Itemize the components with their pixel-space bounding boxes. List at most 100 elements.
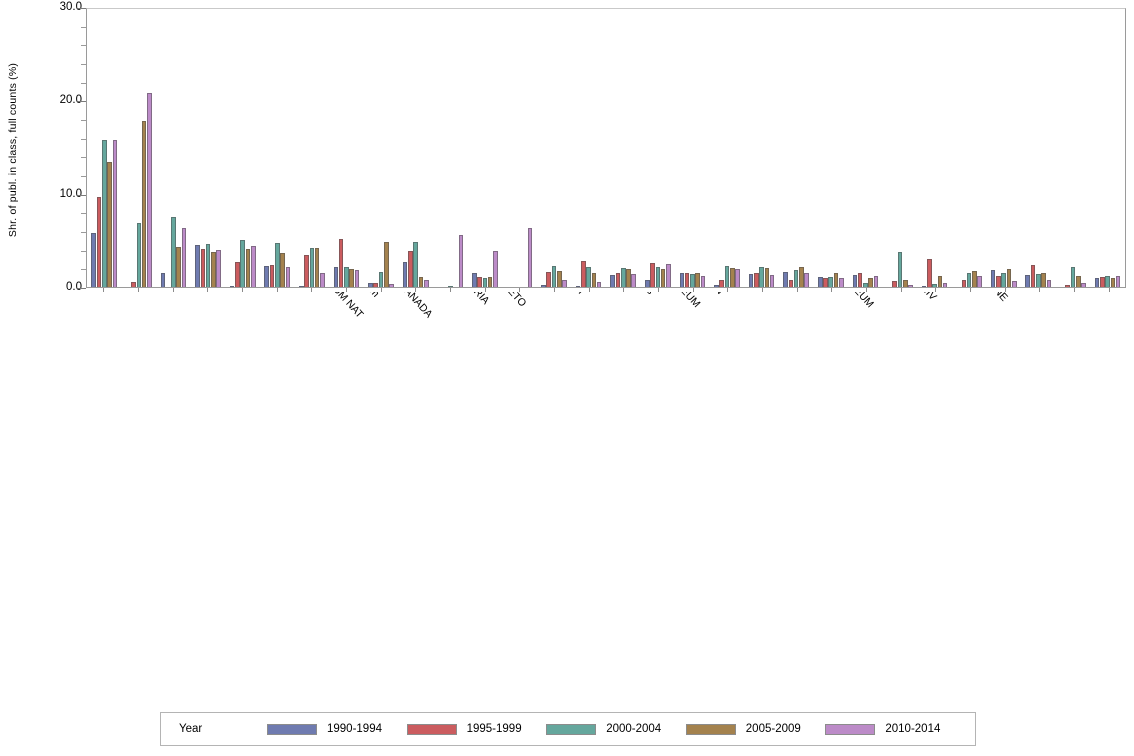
x-tick-mark — [1074, 288, 1075, 292]
bar — [1001, 273, 1007, 287]
plot-area — [86, 8, 1126, 288]
bar — [235, 261, 240, 287]
bar — [644, 279, 650, 287]
bar — [384, 242, 389, 287]
bar — [719, 279, 724, 287]
bar — [344, 267, 349, 287]
x-tick-label: France-UNIV MAINE — [936, 292, 1010, 304]
bar-group — [883, 9, 918, 287]
y-tick-minor — [81, 157, 86, 159]
bar — [389, 284, 394, 287]
bar-group — [191, 9, 226, 287]
bar — [615, 273, 621, 287]
bar — [314, 247, 320, 287]
bar — [942, 283, 948, 287]
bar — [96, 197, 102, 287]
bar-group — [468, 9, 503, 287]
bar — [299, 286, 304, 287]
bar — [493, 251, 498, 287]
bar — [546, 272, 552, 287]
legend-entry[interactable]: 2005-2009 — [685, 723, 826, 735]
x-tick-mark — [588, 288, 590, 292]
bar — [200, 249, 206, 287]
bar — [684, 272, 690, 287]
y-tick-minor — [81, 232, 86, 233]
bar-group — [433, 9, 468, 287]
bar — [596, 282, 602, 287]
bar — [378, 272, 384, 287]
bar — [274, 243, 280, 287]
bar-group — [122, 9, 157, 287]
bar — [160, 273, 166, 287]
bar — [309, 247, 315, 287]
x-axis-ticks — [86, 288, 1126, 293]
bar-group — [329, 9, 364, 287]
bar — [171, 217, 176, 287]
bar — [91, 232, 97, 287]
bar — [626, 269, 631, 287]
bar — [897, 251, 903, 287]
bar — [338, 239, 344, 287]
bar — [304, 255, 309, 287]
legend-swatch — [685, 723, 736, 735]
y-tick-minor — [81, 26, 86, 28]
legend-entry[interactable]: 1990-1994 — [267, 723, 407, 735]
y-tick-minor — [81, 250, 86, 252]
legend-entries: 1990-1994 1995-1999 2000-2004 2005-2009 2010… — [267, 723, 965, 735]
bar — [817, 276, 823, 287]
bar — [748, 273, 754, 287]
bar — [211, 252, 216, 287]
bar-group — [641, 9, 676, 287]
bar — [285, 267, 291, 287]
bar — [1012, 281, 1017, 287]
legend-label: 2005-2009 — [745, 723, 801, 735]
x-tick-mark — [796, 288, 798, 292]
bar — [852, 274, 858, 287]
bar — [562, 280, 567, 287]
bar — [107, 161, 112, 287]
x-tick-mark — [103, 288, 105, 292]
bar — [471, 272, 477, 287]
bar — [591, 273, 597, 287]
bar — [759, 267, 764, 287]
y-axis-title: Shr. of publ. in class, full counts (%) — [2, 20, 24, 280]
bar — [557, 270, 562, 287]
bar — [908, 285, 913, 287]
bar-group — [710, 9, 745, 287]
legend-swatch — [406, 723, 457, 735]
bar — [1110, 277, 1116, 287]
bar — [695, 273, 700, 287]
bar — [961, 280, 967, 287]
x-tick-label: Canada-CANADIAN MUSEUM NAT — [245, 292, 366, 320]
bar — [1046, 279, 1052, 287]
legend-swatch — [267, 723, 317, 735]
bar — [868, 277, 873, 287]
bar — [1006, 269, 1012, 287]
legend-entry[interactable]: 2010-2014 — [825, 723, 965, 735]
bar — [793, 270, 799, 287]
y-tick-minor — [81, 138, 86, 140]
bar — [655, 267, 661, 287]
bar — [714, 285, 719, 287]
bar-group — [848, 9, 883, 287]
bar — [280, 253, 285, 287]
bar — [1030, 264, 1036, 287]
bar — [926, 259, 932, 287]
x-tick-mark — [450, 288, 451, 292]
bar — [966, 273, 972, 287]
bar — [666, 263, 671, 287]
legend-entry[interactable]: 1995-1999 — [406, 723, 547, 735]
x-tick-label: China-Chinese Academy of Sciences — [532, 292, 657, 297]
x-tick-mark — [658, 288, 659, 292]
x-tick-mark — [623, 288, 625, 292]
x-tick-label: Czech Republic-Natl Museum — [279, 292, 381, 299]
x-tick-mark — [519, 288, 521, 292]
bar — [487, 277, 493, 287]
bar — [349, 269, 355, 287]
bar — [408, 250, 413, 287]
y-tick-minor — [81, 176, 86, 177]
y-tick-mark — [78, 288, 86, 289]
x-tick-mark — [762, 288, 763, 292]
bar-group — [571, 9, 606, 287]
legend-entry[interactable]: 2000-2004 — [546, 723, 686, 735]
